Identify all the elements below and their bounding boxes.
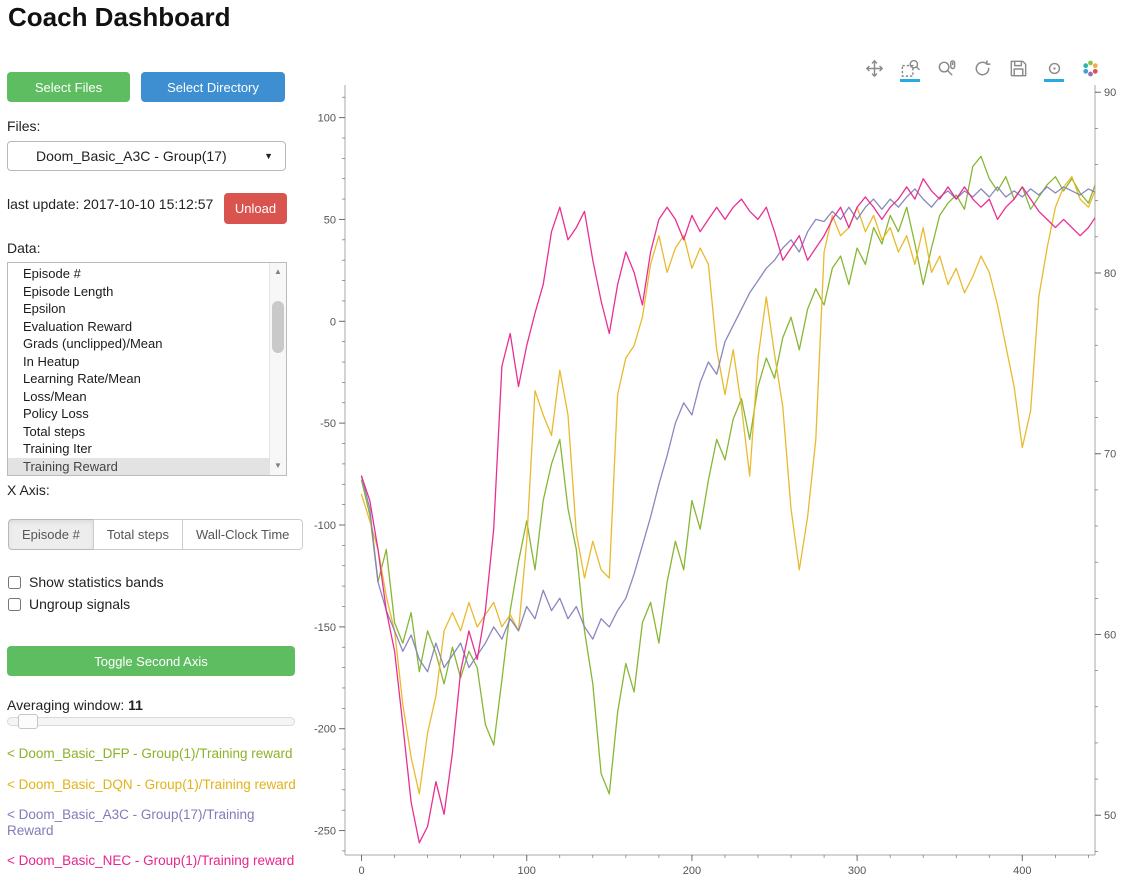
- x-axis-button-group: Episode # Total steps Wall-Clock Time: [8, 519, 304, 550]
- data-list-item[interactable]: Episode Length: [23, 283, 114, 299]
- data-list-item[interactable]: Policy Loss: [23, 406, 89, 421]
- data-list-item[interactable]: Evaluation Reward: [23, 318, 133, 334]
- data-list-item[interactable]: Grads (unclipped)/Mean: [23, 336, 163, 351]
- files-label: Files:: [7, 118, 41, 134]
- svg-text:-100: -100: [314, 520, 336, 532]
- data-signal-list: Episode # Episode Length Epsilon Evaluat…: [7, 262, 287, 476]
- x-axis-option-total-steps[interactable]: Total steps: [92, 519, 183, 550]
- chevron-down-icon: ▼: [264, 151, 273, 161]
- save-icon[interactable]: [1006, 56, 1030, 80]
- x-axis-label: X Axis:: [7, 482, 50, 498]
- last-update-text: last update: 2017-10-10 15:12:57: [7, 196, 214, 212]
- data-list-item[interactable]: Loss/Mean: [23, 388, 87, 404]
- training-reward-chart[interactable]: 100 50 0 -50 -100 -150 -200 -250 90 80 70 60 50 0 100 2…: [290, 81, 1142, 881]
- legend-item-a3c[interactable]: < Doom_Basic_A3C - Group(17)/Training Re…: [7, 807, 255, 838]
- data-list-item[interactable]: Training Iter: [23, 441, 92, 456]
- bokeh-logo-icon[interactable]: [1078, 56, 1102, 80]
- svg-text:0: 0: [330, 316, 336, 328]
- hover-icon[interactable]: [1042, 56, 1066, 82]
- ungroup-signals-label: Ungroup signals: [29, 596, 131, 612]
- data-label: Data:: [7, 240, 41, 256]
- data-list-item[interactable]: Episode #: [23, 266, 81, 281]
- x-axis-option-wall-clock[interactable]: Wall-Clock Time: [181, 519, 304, 550]
- svg-text:-250: -250: [314, 826, 336, 838]
- scrollbar-thumb[interactable]: [272, 301, 284, 353]
- svg-text:400: 400: [1013, 865, 1031, 877]
- svg-text:70: 70: [1104, 449, 1116, 461]
- active-tool-underline: [1044, 79, 1064, 82]
- legend-item-nec[interactable]: < Doom_Basic_NEC - Group(1)/Training rew…: [7, 853, 295, 868]
- select-files-button[interactable]: Select Files: [7, 72, 130, 102]
- svg-text:90: 90: [1104, 87, 1116, 99]
- active-tool-underline: [900, 79, 920, 82]
- data-signal-items: Episode # Episode Length Epsilon Evaluat…: [8, 263, 286, 475]
- svg-text:100: 100: [518, 865, 536, 877]
- svg-text:50: 50: [324, 214, 336, 226]
- svg-text:0: 0: [358, 865, 364, 877]
- legend-item-dfp[interactable]: < Doom_Basic_DFP - Group(1)/Training rew…: [7, 746, 293, 761]
- files-dropdown[interactable]: Doom_Basic_A3C - Group(17) ▼: [7, 141, 286, 171]
- averaging-window-slider[interactable]: [7, 714, 295, 729]
- averaging-window-value: 11: [128, 697, 143, 713]
- chart-area: 100 50 0 -50 -100 -150 -200 -250 90 80 70 60 50 0 100 2…: [290, 55, 1142, 881]
- svg-text:-50: -50: [320, 418, 336, 430]
- data-list-item-selected[interactable]: Training Reward: [8, 457, 269, 475]
- data-list-item[interactable]: Total steps: [23, 423, 86, 439]
- svg-text:50: 50: [1104, 810, 1116, 822]
- svg-text:200: 200: [683, 865, 701, 877]
- ungroup-signals-row[interactable]: Ungroup signals: [8, 596, 130, 612]
- ungroup-signals-checkbox[interactable]: [8, 597, 21, 611]
- page-title: Coach Dashboard: [8, 2, 231, 32]
- legend-item-dqn[interactable]: < Doom_Basic_DQN - Group(1)/Training rew…: [7, 776, 296, 792]
- svg-text:80: 80: [1104, 268, 1116, 280]
- svg-text:100: 100: [318, 113, 336, 125]
- unload-button[interactable]: Unload: [224, 193, 287, 224]
- toggle-second-axis-button[interactable]: Toggle Second Axis: [7, 646, 295, 676]
- x-axis-option-episode[interactable]: Episode #: [8, 519, 94, 550]
- box-zoom-icon[interactable]: [898, 56, 922, 82]
- svg-text:-200: -200: [314, 724, 336, 736]
- data-list-item[interactable]: In Heatup: [23, 353, 80, 369]
- slider-handle[interactable]: [18, 714, 38, 729]
- scroll-down-icon[interactable]: ▼: [274, 461, 282, 470]
- show-statistics-bands-label: Show statistics bands: [29, 574, 164, 590]
- chart-legend: < Doom_Basic_DFP - Group(1)/Training rew…: [7, 746, 299, 881]
- data-list-item[interactable]: Epsilon: [23, 301, 66, 316]
- wheel-zoom-icon[interactable]: [934, 56, 958, 80]
- list-scrollbar[interactable]: ▲ ▼: [269, 263, 286, 475]
- pan-icon[interactable]: [862, 56, 886, 80]
- select-directory-button[interactable]: Select Directory: [141, 72, 285, 102]
- files-dropdown-value: Doom_Basic_A3C - Group(17): [36, 148, 227, 164]
- show-statistics-bands-checkbox[interactable]: [8, 575, 21, 589]
- svg-text:60: 60: [1104, 629, 1116, 641]
- reset-icon[interactable]: [970, 56, 994, 80]
- show-statistics-bands-row[interactable]: Show statistics bands: [8, 574, 164, 590]
- data-list-item[interactable]: Learning Rate/Mean: [23, 371, 141, 386]
- svg-text:-150: -150: [314, 622, 336, 634]
- averaging-window-label: Averaging window: 11: [7, 697, 143, 713]
- svg-text:300: 300: [848, 865, 866, 877]
- scroll-up-icon[interactable]: ▲: [274, 267, 282, 276]
- bokeh-toolbar: [862, 55, 1102, 82]
